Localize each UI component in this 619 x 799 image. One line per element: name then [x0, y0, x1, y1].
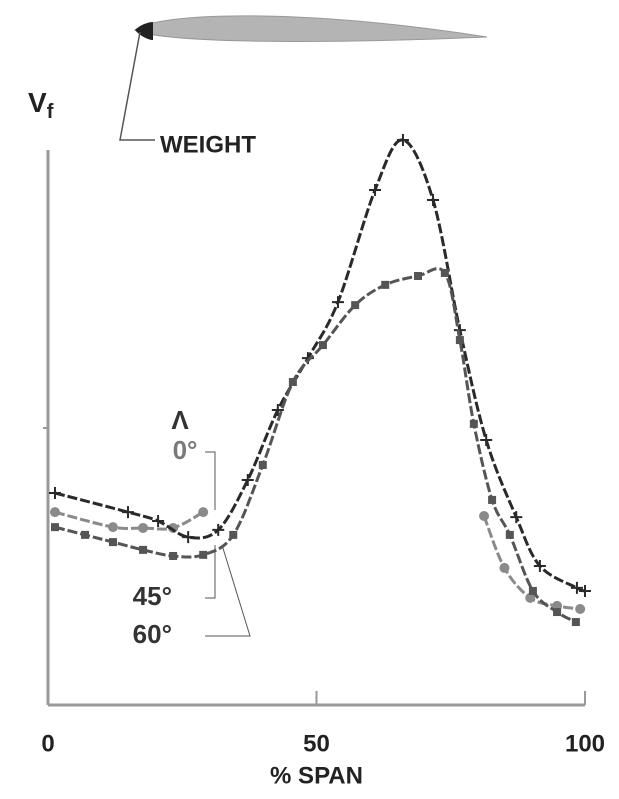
x-axis-label: % SPAN — [270, 762, 363, 789]
point — [242, 474, 254, 486]
point — [553, 608, 561, 616]
point — [488, 496, 496, 504]
point — [397, 134, 409, 146]
point — [571, 582, 583, 594]
point — [351, 301, 359, 309]
point — [49, 487, 61, 499]
x-tick-label: 0 — [41, 730, 54, 757]
point — [229, 531, 237, 539]
x-tick-label: 50 — [303, 730, 330, 757]
leader-line — [120, 32, 155, 140]
chart: WEIGHT Vf Λ 0 50 100 % SPAN 0° 45° 60° — [0, 0, 619, 799]
point — [169, 552, 177, 560]
point — [182, 531, 194, 543]
point — [579, 585, 591, 597]
point — [212, 524, 224, 536]
weight-mass — [135, 22, 153, 40]
x-tick-label: 100 — [565, 730, 605, 757]
point — [381, 281, 389, 289]
point — [479, 511, 489, 521]
point — [81, 531, 89, 539]
legend-title: Λ — [171, 405, 189, 435]
legend-label: 0° — [173, 435, 198, 465]
series-line — [55, 140, 585, 591]
point — [456, 336, 464, 344]
point — [152, 515, 164, 527]
leader-line — [205, 452, 215, 510]
point — [289, 378, 297, 386]
point — [529, 587, 537, 595]
point — [138, 523, 148, 533]
annotation: WEIGHT — [160, 131, 256, 158]
point — [319, 341, 327, 349]
point — [139, 546, 147, 554]
point — [50, 507, 60, 517]
point — [109, 538, 117, 546]
point — [427, 194, 439, 206]
point — [575, 604, 585, 614]
point — [259, 461, 267, 469]
point — [510, 511, 522, 523]
point — [414, 272, 422, 280]
legend-label: 60° — [133, 619, 172, 649]
point — [470, 420, 478, 428]
y-axis-label: Vf — [28, 87, 54, 123]
airfoil — [135, 16, 487, 42]
point — [108, 522, 118, 532]
legend-label: 45° — [133, 581, 172, 611]
point — [51, 523, 59, 531]
point — [198, 507, 208, 517]
point — [572, 618, 580, 626]
point — [122, 506, 134, 518]
point — [499, 563, 509, 573]
leader-line — [205, 545, 250, 636]
point — [332, 296, 344, 308]
point — [199, 551, 207, 559]
point — [369, 184, 381, 196]
point — [480, 434, 492, 446]
point — [506, 531, 514, 539]
point — [441, 269, 449, 277]
series-line — [55, 269, 576, 623]
